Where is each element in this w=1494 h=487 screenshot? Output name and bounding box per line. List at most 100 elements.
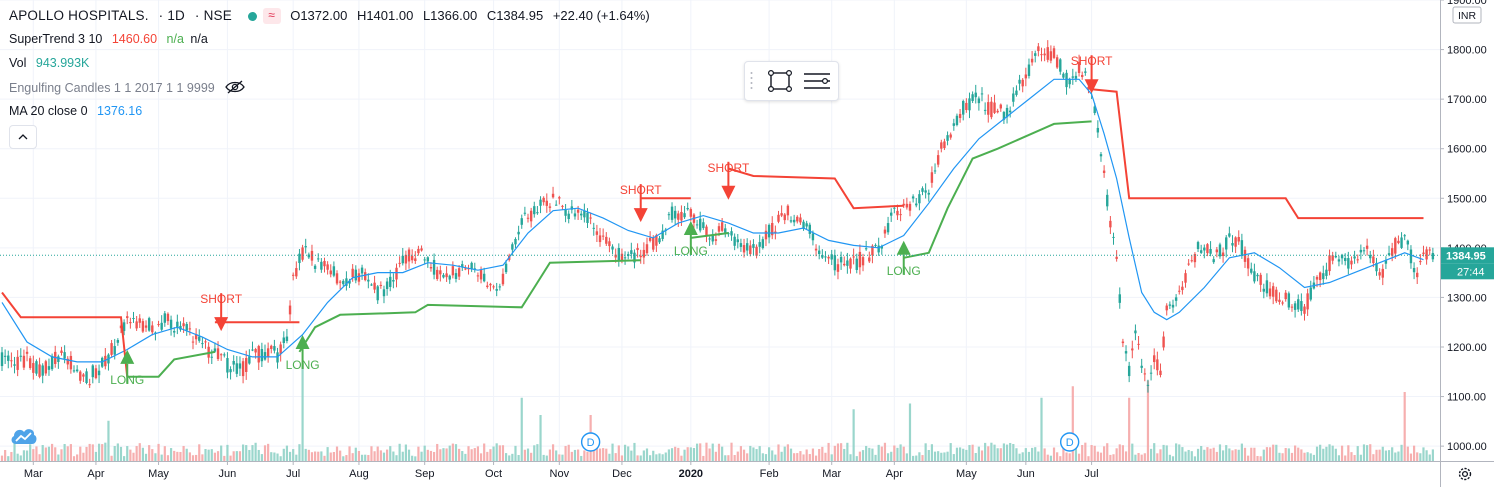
close-value: C1384.95 [486, 8, 544, 23]
candle-body [1315, 276, 1319, 280]
volume-bar [163, 446, 166, 461]
ma-legend[interactable]: MA 20 close 0 1376.16 [9, 104, 148, 118]
volume-bar [958, 447, 962, 461]
candle-body [767, 224, 771, 238]
symbol-title[interactable]: APOLLO HOSPITALS. · 1D · NSE [9, 8, 232, 23]
volume-bar [41, 445, 44, 461]
volume-bar [295, 454, 298, 461]
volume-bar [1381, 446, 1384, 461]
candle-body [44, 361, 48, 374]
volume-bar [583, 450, 586, 461]
supertrend-label: SuperTrend 3 10 [9, 32, 103, 46]
volume-bar [1043, 448, 1046, 461]
candle-body [708, 238, 711, 240]
candle-body [1290, 306, 1294, 308]
gear-icon[interactable] [1456, 465, 1474, 483]
candle-body [962, 101, 965, 115]
volume-bar [1131, 443, 1134, 461]
volume-bar [965, 449, 968, 461]
change-badge[interactable]: ≈ [262, 8, 281, 24]
candle-body [1350, 260, 1353, 265]
price-tick-label: 1300.00 [1447, 292, 1487, 304]
volume-bar [633, 442, 636, 461]
candle-body [1137, 343, 1140, 345]
candle-body [1184, 273, 1187, 283]
volume-bar [483, 443, 486, 461]
volume-legend[interactable]: Vol 943.993K [9, 56, 95, 70]
candle-body [367, 279, 370, 282]
eye-crossed-icon[interactable] [224, 80, 246, 94]
volume-bar [818, 448, 821, 461]
volume-bar [1391, 447, 1394, 461]
long-label: LONG [674, 244, 708, 258]
volume-bar [1159, 449, 1162, 461]
volume-bar [1215, 451, 1218, 461]
volume-bar [908, 403, 912, 461]
candle-body [1156, 359, 1159, 371]
candle-body [601, 235, 605, 237]
volume-bar [833, 445, 836, 461]
currency-box [1452, 6, 1482, 24]
volume-bar [855, 456, 858, 461]
volume-bar [473, 448, 476, 461]
candle-body [166, 313, 170, 322]
candle-body [395, 267, 398, 280]
volume-bar [580, 455, 583, 461]
volume-bar [245, 445, 248, 461]
candle-body [126, 316, 129, 319]
candle-body [75, 369, 79, 372]
volume-bar [608, 453, 611, 461]
volume-value: 943.993K [35, 56, 90, 70]
supertrend-legend[interactable]: SuperTrend 3 10 1460.60 n/a n/a [9, 32, 214, 46]
lines-tool-icon[interactable] [803, 70, 831, 92]
volume-bar [883, 442, 887, 461]
volume-bar [627, 446, 630, 461]
rectangle-tool-icon[interactable] [767, 69, 793, 93]
time-tick-label: Jun [219, 468, 237, 480]
candle-body [1268, 288, 1272, 297]
volume-bar [1103, 446, 1106, 461]
short-arrow-icon [214, 317, 229, 332]
volume-bar [993, 444, 996, 461]
volume-bar [204, 449, 207, 461]
candle-body [1309, 287, 1312, 300]
candle-body [1325, 269, 1328, 276]
volume-bar [639, 455, 642, 461]
volume-bar [1062, 442, 1065, 461]
candle-body [720, 222, 724, 231]
volume-bar [830, 454, 833, 461]
volume-bar [692, 447, 696, 461]
candle-body [1055, 57, 1059, 68]
volume-bar [949, 443, 952, 461]
volume-bar [1037, 451, 1040, 461]
candle-body [952, 123, 956, 126]
volume-bar [530, 452, 533, 461]
candle-body [22, 355, 26, 368]
candle-body [1409, 249, 1413, 264]
price-tick-label: 1600.00 [1447, 144, 1487, 156]
volume-bar [1369, 444, 1372, 461]
candle-body [241, 361, 245, 377]
engulfing-legend[interactable]: Engulfing Candles 1 1 2017 1 1 9999 [9, 80, 246, 95]
candle-body [1052, 48, 1056, 58]
volume-bar [141, 447, 144, 461]
volume-bar [620, 455, 624, 461]
candle-body [1221, 252, 1225, 257]
candle-body [486, 285, 489, 288]
volume-bar [166, 455, 170, 461]
volume-bar [1027, 451, 1031, 461]
candle-body [645, 244, 649, 254]
volume-bar [273, 452, 276, 461]
drag-grip-icon[interactable] [750, 70, 753, 92]
volume-bar [411, 455, 414, 461]
long-label: LONG [286, 358, 320, 372]
volume-bar [918, 452, 921, 461]
countdown-value: 27:44 [1457, 266, 1485, 278]
volume-bar [602, 448, 605, 461]
collapse-legend-button[interactable] [9, 125, 37, 149]
candle-body [896, 210, 899, 216]
candle-body [110, 343, 113, 355]
candle-body [958, 113, 962, 119]
cloud-logo-icon[interactable] [10, 424, 37, 446]
